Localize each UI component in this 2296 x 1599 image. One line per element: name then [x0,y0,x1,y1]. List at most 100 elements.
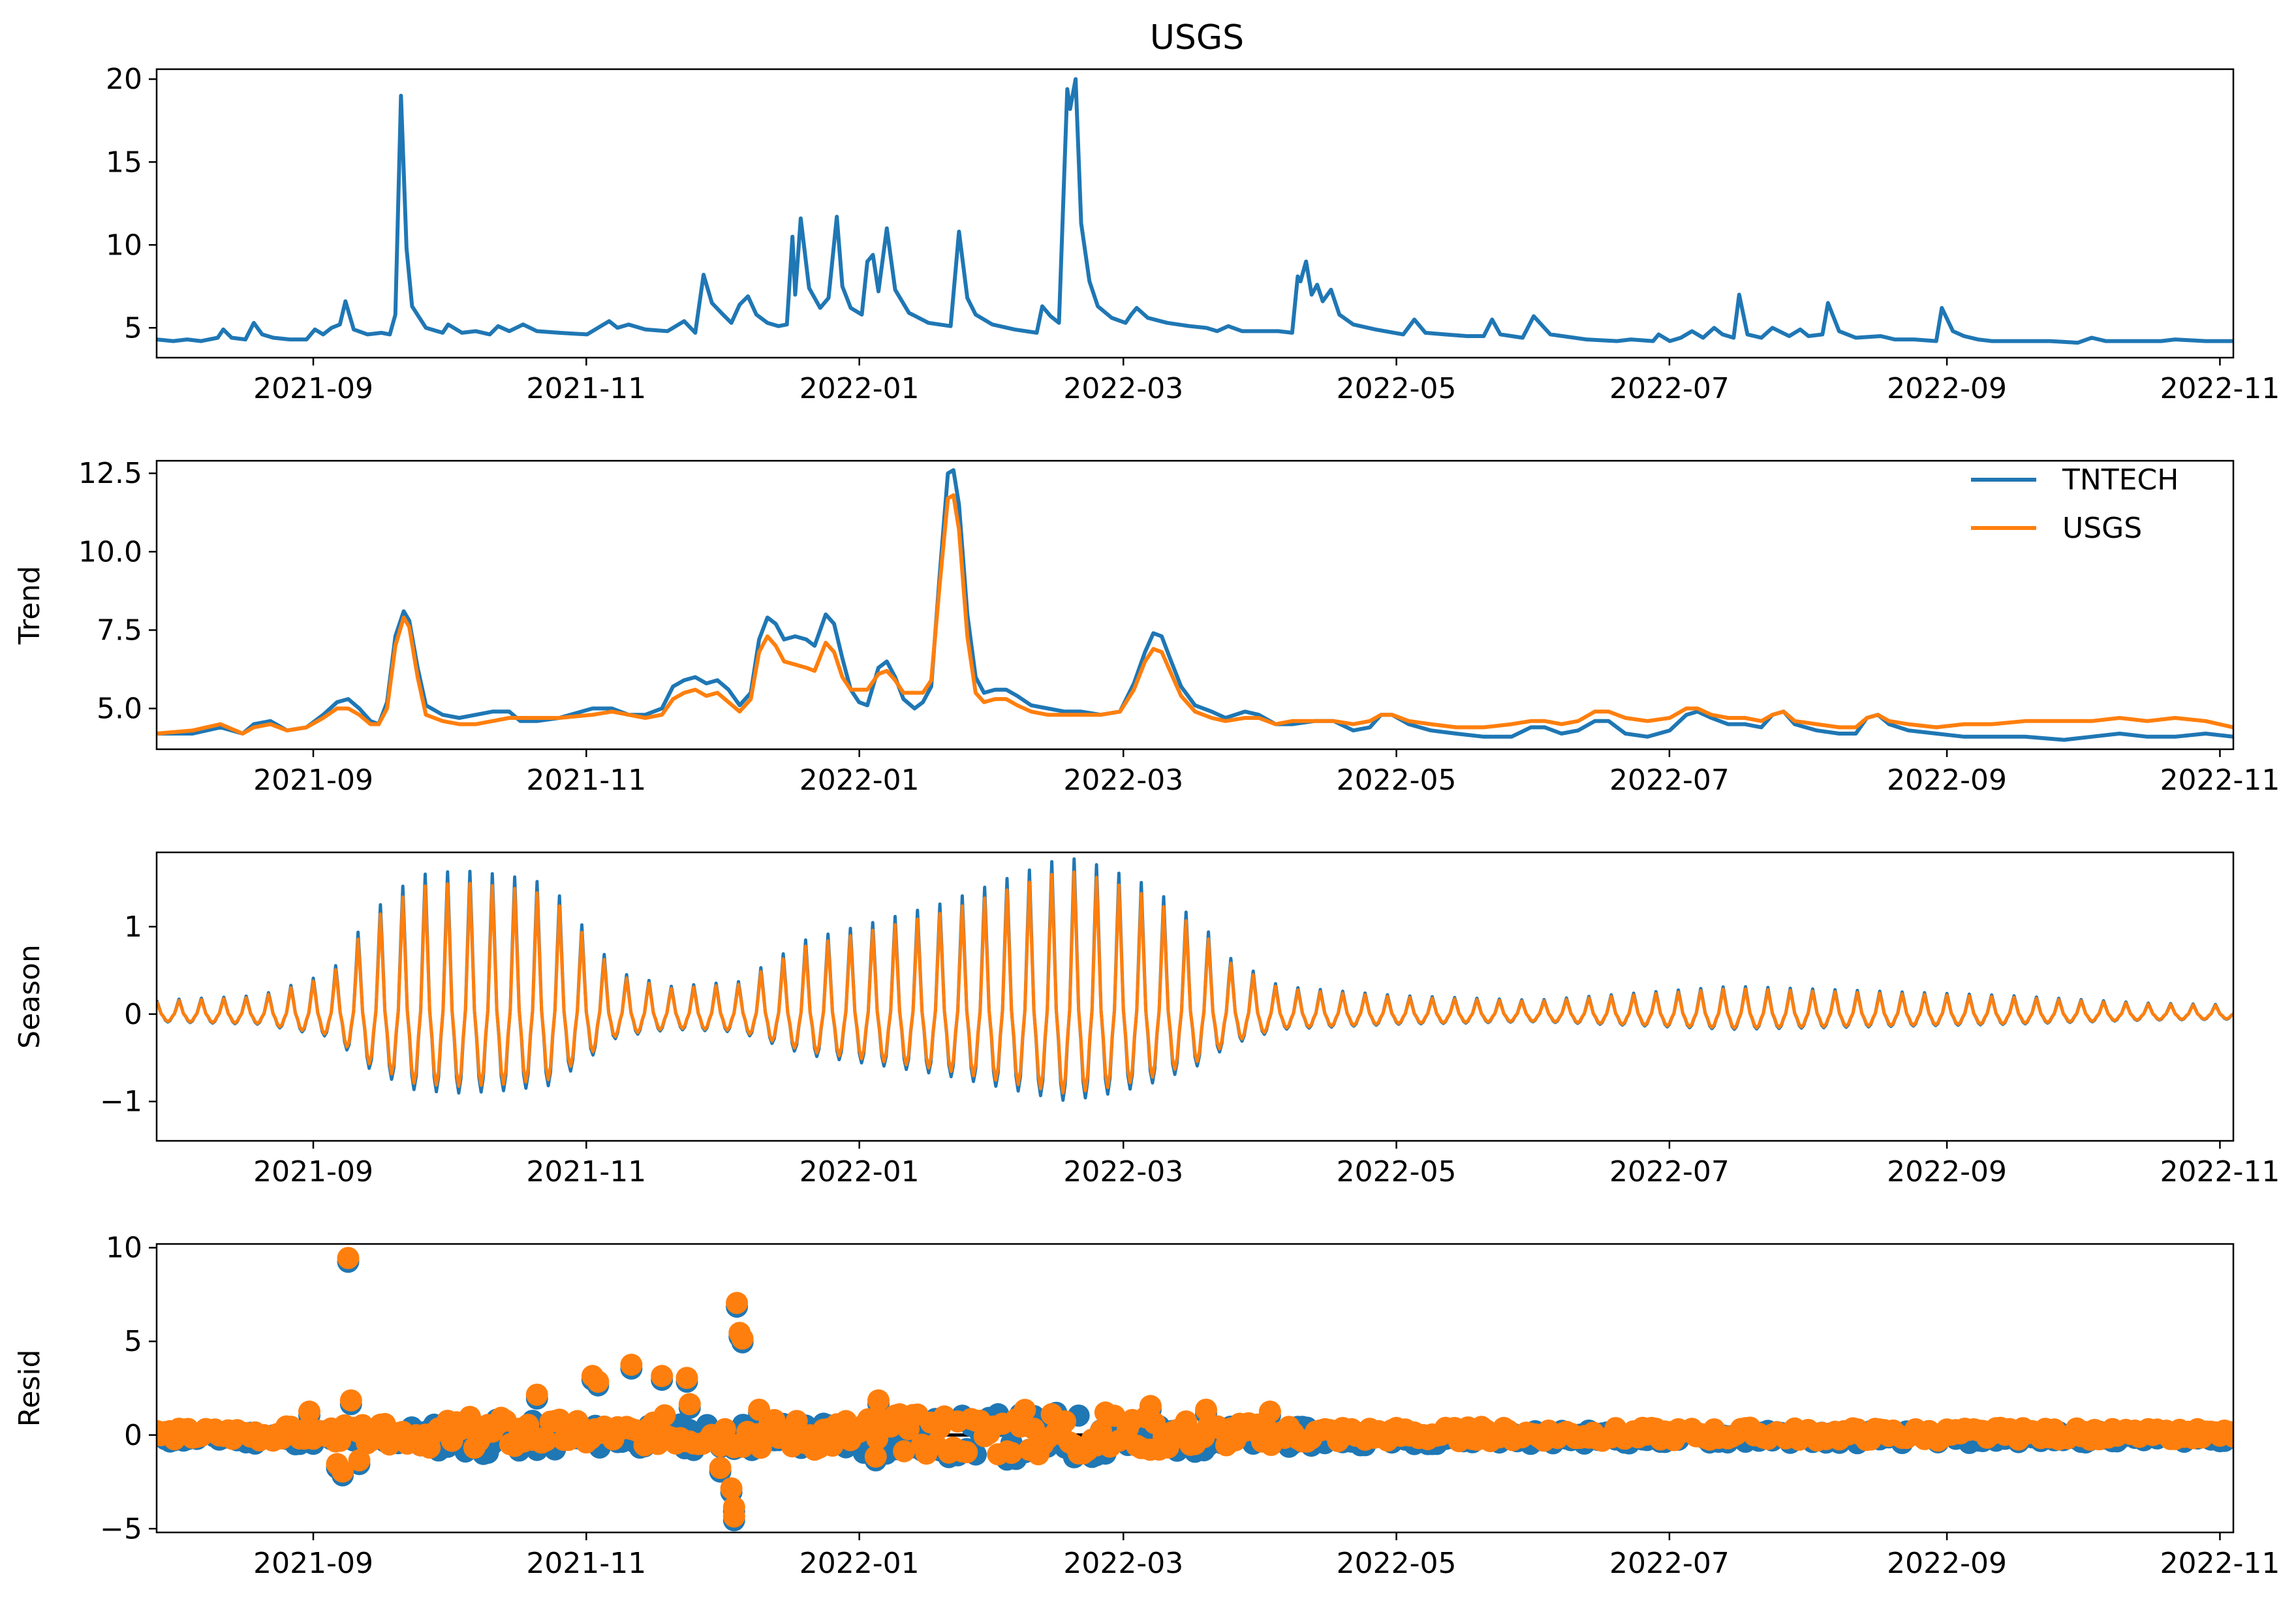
resid-point [893,1440,916,1463]
y-tick-label: −5 [100,1512,142,1545]
resid-outlier-point [653,1404,676,1427]
series-line-usgs [157,870,2233,1095]
axes-frame-trend [155,459,2235,751]
x-tick-label: 2022-05 [1337,372,1457,405]
y-tick-label: 10 [106,228,142,262]
x-tick-label: 2022-03 [1063,764,1183,797]
x-tick-label: 2021-09 [253,764,373,797]
panel-trend: 5.0 7.5 10.0 12.5 2021-09 2021-11 2022-01 2022-… [13,457,2280,797]
y-axis-label-resid: Resid [13,1350,46,1427]
plot-area-season [157,857,2233,1102]
resid-outlier-point [748,1399,771,1421]
plot-area-observed [157,77,2233,345]
axes-frame-resid [155,1243,2235,1534]
x-tick-label: 2022-03 [1063,1547,1183,1580]
x-tick-label: 2022-09 [1887,1547,2007,1580]
y-tick-label: 5.0 [97,692,142,726]
x-tick-label: 2022-09 [1887,372,2007,405]
figure-title: USGS [1150,18,1244,57]
y-tick-label: 10.0 [78,535,142,568]
y-tick-label: 10 [106,1232,142,1265]
resid-outlier-point [867,1389,890,1412]
resid-outlier-point [525,1384,548,1406]
axes-frame-observed [155,68,2235,359]
resid-outlier-point [720,1477,743,1500]
x-tick-label: 2022-03 [1063,1155,1183,1188]
y-tick-label: 0 [124,1419,142,1452]
series-line-observed [157,77,2233,345]
x-tick-label: 2022-07 [1609,1547,1730,1580]
x-tick-label: 2022-05 [1337,1155,1457,1188]
resid-outlier-point [678,1393,701,1416]
panel-season: −1 0 1 2021-09 2021-11 2022-01 2022-03 2022-05 2… [13,851,2280,1188]
x-tick-label: 2022-11 [2160,1155,2280,1188]
resid-point [459,1406,481,1428]
y-axis-label-season: Season [13,944,46,1049]
x-tick-label: 2021-09 [253,1155,373,1188]
legend-label-tntech: TNTECH [2062,463,2179,497]
x-tick-label: 2021-11 [526,764,646,797]
legend: TNTECH USGS [1971,463,2179,545]
x-tick-label: 2021-11 [526,1547,646,1580]
resid-point [1054,1410,1077,1433]
series-line-tntech [157,468,2233,742]
x-tick-label: 2021-09 [253,1547,373,1580]
x-tick-label: 2021-11 [526,372,646,405]
x-tick-label: 2022-09 [1887,1155,2007,1188]
x-tick-label: 2022-05 [1337,764,1457,797]
resid-outlier-point [709,1457,732,1479]
resid-outlier-point [864,1445,887,1468]
x-tick-label: 2022-01 [799,1155,920,1188]
resid-outlier-point [1139,1395,1162,1418]
y-tick-label: −1 [100,1085,142,1119]
y-tick-label: 5 [124,311,142,345]
y-tick-label: 20 [106,63,142,96]
plot-area-resid [157,1247,2233,1532]
resid-point [1000,1442,1023,1464]
resid-outlier-point [620,1354,643,1376]
x-tick-label: 2022-11 [2160,764,2280,797]
resid-outlier-point [651,1365,674,1388]
resid-outlier-point [726,1292,749,1314]
plot-area-trend [157,468,2233,742]
resid-outlier-point [1258,1400,1281,1423]
y-axis-label-trend: Trend [13,566,46,645]
resid-point [955,1441,978,1463]
x-tick-label: 2022-01 [799,372,920,405]
x-tick-label: 2022-07 [1609,372,1730,405]
y-tick-label: 12.5 [78,457,142,490]
resid-point [2222,1425,2233,1448]
x-tick-label: 2021-11 [526,1155,646,1188]
resid-outlier-point [337,1247,360,1269]
resid-outlier-point [348,1449,371,1472]
x-tick-label: 2022-07 [1609,764,1730,797]
resid-point [535,1429,557,1452]
resid-outlier-point [722,1505,745,1528]
series-line-usgs [157,493,2233,736]
x-tick-label: 2022-09 [1887,764,2007,797]
axes-frame-season [155,851,2235,1142]
y-tick-label: 5 [124,1325,142,1358]
y-tick-label: 0 [124,998,142,1031]
resid-outlier-point [731,1327,754,1350]
x-tick-label: 2022-05 [1337,1547,1457,1580]
x-tick-label: 2022-01 [799,764,920,797]
y-tick-label: 7.5 [97,613,142,647]
x-tick-label: 2022-01 [799,1547,920,1580]
legend-label-usgs: USGS [2062,512,2142,545]
resid-outlier-point [675,1367,698,1389]
resid-outlier-point [332,1460,354,1483]
resid-outlier-point [587,1371,610,1393]
scatter-usgs [157,1247,2233,1528]
x-tick-label: 2021-09 [253,372,373,405]
panel-resid: −5 0 5 10 2021-09 2021-11 2022-01 2022-03 2022-0… [13,1232,2280,1580]
y-tick-label: 1 [124,910,142,944]
x-tick-label: 2022-07 [1609,1155,1730,1188]
resid-point [1014,1399,1036,1421]
x-tick-label: 2022-11 [2160,372,2280,405]
resid-outlier-point [298,1400,320,1423]
x-tick-label: 2022-03 [1063,372,1183,405]
y-tick-label: 15 [106,146,142,179]
